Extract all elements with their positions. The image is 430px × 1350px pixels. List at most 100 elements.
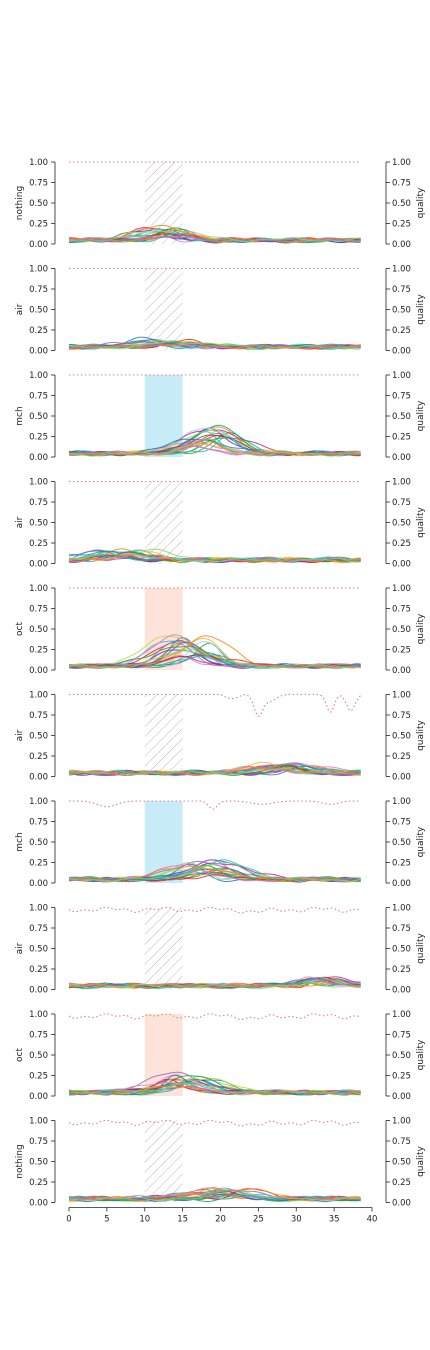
left-tick-label: 0.75 — [29, 711, 48, 721]
stim-window-hatch — [144, 268, 183, 351]
panel-8: 0.00 0.00 0.25 0.25 0.50 0.50 0.75 0.75 1.00 1.00… — [15, 904, 426, 996]
right-tick-label: 0.50 — [392, 1158, 411, 1168]
left-tick-label: 0.25 — [29, 752, 48, 762]
left-tick-label: 1.00 — [29, 904, 48, 914]
left-tick-label: 0.25 — [29, 433, 48, 443]
panel-ylabel: oct — [15, 1048, 25, 1062]
quality-ylabel: quality — [416, 613, 426, 644]
response-trace — [68, 862, 361, 882]
stim-window-mch — [144, 375, 183, 457]
panel-4: 0.00 0.00 0.25 0.25 0.50 0.50 0.75 0.75 1.00 1.00… — [15, 478, 426, 570]
right-tick-label: 1.00 — [392, 797, 411, 807]
right-tick-label: 0.00 — [392, 1199, 411, 1209]
quality-line — [69, 693, 361, 718]
response-trace — [68, 1083, 361, 1094]
panel-ylabel: air — [15, 942, 25, 954]
quality-ylabel: quality — [416, 187, 426, 218]
stim-window-hatch — [144, 907, 183, 990]
right-tick-label: 0.00 — [392, 560, 411, 570]
right-tick-label: 0.00 — [392, 240, 411, 250]
left-tick-label: 0.50 — [29, 625, 48, 635]
quality-ylabel: quality — [416, 719, 426, 750]
left-tick-label: 0.75 — [29, 392, 48, 402]
response-trace — [68, 650, 361, 669]
response-trace — [68, 230, 361, 243]
quality-line — [69, 800, 361, 810]
quality-line — [68, 1119, 361, 1127]
x-tick-label: 25 — [253, 1215, 264, 1225]
right-tick-label: 0.00 — [392, 347, 411, 357]
left-tick-label: 0.25 — [29, 1178, 48, 1188]
left-tick-label: 0.50 — [29, 1051, 48, 1061]
quality-ylabel: quality — [416, 293, 426, 324]
left-tick-label: 0.50 — [29, 732, 48, 742]
left-tick-label: 0.00 — [29, 879, 48, 889]
left-tick-label: 0.00 — [29, 240, 48, 250]
left-tick-label: 0.75 — [29, 285, 48, 295]
left-tick-label: 0.00 — [29, 453, 48, 463]
quality-line — [68, 1013, 361, 1021]
stim-window-hatch — [144, 1120, 183, 1203]
left-tick-label: 0.50 — [29, 412, 48, 422]
left-tick-label: 1.00 — [29, 691, 48, 701]
stim-window-oct — [144, 588, 183, 670]
left-tick-label: 1.00 — [29, 265, 48, 275]
left-tick-label: 0.50 — [29, 1158, 48, 1168]
stim-window-hatch — [144, 481, 183, 564]
x-tick-label: 10 — [139, 1215, 150, 1225]
panel-ylabel: mch — [15, 832, 25, 851]
right-tick-label: 0.75 — [392, 498, 411, 508]
left-tick-label: 0.00 — [29, 666, 48, 676]
panel-9: 0.00 0.00 0.25 0.25 0.50 0.50 0.75 0.75 1.00 1.00… — [15, 1010, 426, 1102]
response-trace — [68, 340, 361, 350]
quality-line — [68, 906, 361, 914]
panel-10: 0.00 0.00 0.25 0.25 0.50 0.50 0.75 0.75 1.00 1.00… — [15, 1117, 426, 1225]
right-tick-label: 1.00 — [392, 1010, 411, 1020]
left-tick-label: 0.00 — [29, 560, 48, 570]
quality-ylabel: quality — [416, 932, 426, 963]
right-tick-label: 0.25 — [392, 965, 411, 975]
x-tick-label: 35 — [329, 1215, 340, 1225]
right-tick-label: 0.25 — [392, 433, 411, 443]
response-trace — [68, 229, 361, 243]
right-tick-label: 0.50 — [392, 519, 411, 529]
response-trace — [68, 982, 361, 989]
right-tick-label: 1.00 — [392, 584, 411, 594]
response-trace — [69, 864, 361, 882]
x-tick-label: 0 — [66, 1215, 71, 1225]
left-tick-label: 0.75 — [29, 605, 48, 615]
right-tick-label: 1.00 — [392, 904, 411, 914]
left-tick-label: 1.00 — [29, 797, 48, 807]
left-tick-label: 0.75 — [29, 498, 48, 508]
left-tick-label: 0.50 — [29, 199, 48, 209]
response-trace — [68, 233, 361, 243]
right-tick-label: 0.75 — [392, 285, 411, 295]
right-tick-label: 0.50 — [392, 1051, 411, 1061]
right-tick-label: 0.75 — [392, 711, 411, 721]
right-tick-label: 0.50 — [392, 945, 411, 955]
response-trace — [69, 438, 361, 457]
right-tick-label: 0.50 — [392, 625, 411, 635]
right-tick-label: 0.75 — [392, 818, 411, 828]
right-tick-label: 0.75 — [392, 924, 411, 934]
response-trace — [68, 1194, 361, 1202]
panels-group: 0.00 0.00 0.25 0.25 0.50 0.50 0.75 0.75 1.00 1.00… — [15, 158, 426, 1225]
left-tick-label: 1.00 — [29, 584, 48, 594]
quality-ylabel: quality — [416, 826, 426, 857]
right-tick-label: 1.00 — [392, 1117, 411, 1127]
panel-6: 0.00 0.00 0.25 0.25 0.50 0.50 0.75 0.75 1.00 1.00… — [15, 691, 426, 783]
panel-ylabel: mch — [15, 406, 25, 425]
right-tick-label: 0.50 — [392, 732, 411, 742]
right-tick-label: 1.00 — [392, 478, 411, 488]
quality-ylabel: quality — [416, 1039, 426, 1070]
panel-ylabel: air — [15, 729, 25, 741]
right-tick-label: 0.25 — [392, 646, 411, 656]
right-tick-label: 0.00 — [392, 986, 411, 996]
left-tick-label: 0.50 — [29, 306, 48, 316]
x-tick-label: 5 — [104, 1215, 109, 1225]
left-tick-label: 0.75 — [29, 1137, 48, 1147]
left-tick-label: 0.00 — [29, 1092, 48, 1102]
panel-1: 0.00 0.00 0.25 0.25 0.50 0.50 0.75 0.75 1.00 1.00… — [15, 158, 426, 250]
right-tick-label: 0.25 — [392, 752, 411, 762]
response-trace — [69, 434, 361, 457]
